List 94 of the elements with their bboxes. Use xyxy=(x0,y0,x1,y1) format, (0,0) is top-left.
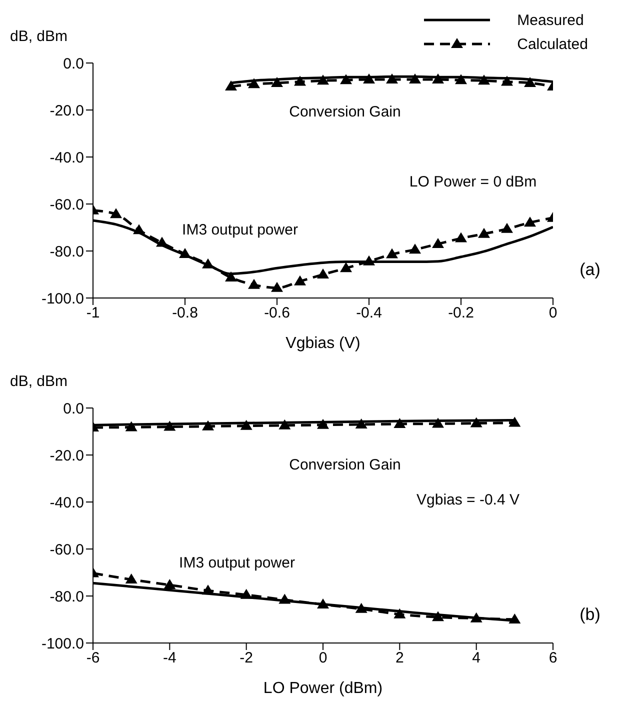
y-tick-label: -80.0 xyxy=(50,243,84,260)
x-axis-title: LO Power (dBm) xyxy=(263,680,383,697)
y-axis-title: dB, dBm xyxy=(10,28,68,45)
point xyxy=(478,74,490,85)
point xyxy=(340,74,352,84)
point xyxy=(363,255,375,266)
x-tick-label: -0.6 xyxy=(264,304,290,322)
point xyxy=(225,272,237,282)
annotation: Conversion Gain xyxy=(289,456,401,474)
point xyxy=(125,421,138,432)
point xyxy=(294,76,306,86)
point xyxy=(394,608,406,618)
y-tick-label: -20.0 xyxy=(50,447,84,464)
point xyxy=(455,74,467,84)
point xyxy=(432,418,444,428)
point xyxy=(248,78,260,88)
point xyxy=(110,208,122,218)
x-tick-label: -0.8 xyxy=(172,304,198,322)
point xyxy=(202,420,214,430)
point xyxy=(133,224,145,234)
x-tick-label: 0 xyxy=(548,304,558,322)
point xyxy=(294,275,306,286)
y-tick-label: -40.0 xyxy=(50,494,84,512)
text: (b) xyxy=(580,605,600,625)
y-tick-label: -100.0 xyxy=(41,635,84,652)
point xyxy=(240,420,252,430)
y-tick-label: 0.0 xyxy=(63,400,84,418)
y-tick-label: -100.0 xyxy=(41,290,84,308)
point xyxy=(278,419,291,430)
point xyxy=(355,602,368,613)
y-tick-label: -20.0 xyxy=(50,102,84,120)
annotation: Conversion Gain xyxy=(289,104,401,120)
point xyxy=(271,76,283,87)
point xyxy=(179,248,191,258)
x-tick-label: -0.4 xyxy=(356,304,382,322)
point xyxy=(432,238,444,248)
point xyxy=(355,418,368,428)
point xyxy=(202,258,214,268)
point xyxy=(317,74,329,85)
point xyxy=(409,244,421,254)
x-tick-label: 4 xyxy=(472,650,481,667)
point xyxy=(501,222,513,233)
legend-label: Measured xyxy=(517,12,584,28)
point xyxy=(409,73,421,84)
point xyxy=(524,76,536,87)
y-tick-label: -60.0 xyxy=(50,196,84,214)
point xyxy=(317,418,329,429)
point xyxy=(394,418,406,428)
point xyxy=(386,73,398,84)
point xyxy=(271,282,283,292)
y-tick-label: -80.0 xyxy=(50,588,84,606)
point xyxy=(455,232,467,242)
point xyxy=(470,612,482,622)
x-axis-title: Vgbias (V) xyxy=(286,335,360,352)
y-tick-label: -40.0 xyxy=(50,149,84,166)
x-tick-label: -4 xyxy=(162,650,176,667)
point xyxy=(240,588,252,599)
point xyxy=(317,268,329,278)
point xyxy=(386,248,398,258)
y-axis-title: dB, dBm xyxy=(10,373,68,390)
text: (a) xyxy=(580,260,600,280)
point xyxy=(508,614,521,624)
y-tick-label: -60.0 xyxy=(50,541,84,558)
x-tick-label: 0 xyxy=(318,650,328,667)
x-tick-label: 2 xyxy=(395,650,404,667)
annotation: IM3 output power xyxy=(182,222,298,238)
annotation: LO Power = 0 dBm xyxy=(409,174,537,190)
point xyxy=(164,420,176,431)
x-tick-label: -1 xyxy=(86,304,100,322)
x-tick-label: -6 xyxy=(86,650,100,667)
point xyxy=(470,417,482,428)
point xyxy=(317,598,329,608)
point xyxy=(225,80,237,90)
point xyxy=(524,216,536,227)
point xyxy=(478,228,490,238)
point xyxy=(164,578,176,589)
point xyxy=(340,262,352,272)
annotation: IM3 output power xyxy=(179,554,295,572)
point xyxy=(363,73,375,84)
point xyxy=(202,584,214,595)
point xyxy=(508,416,521,427)
point xyxy=(432,611,444,622)
y-tick-label: 0.0 xyxy=(63,55,84,72)
point xyxy=(278,594,291,604)
point xyxy=(248,278,260,289)
annotation: Vgbias = -0.4 V xyxy=(416,492,520,508)
x-tick-label: -2 xyxy=(240,650,254,667)
x-tick-label: -0.2 xyxy=(448,304,474,322)
point xyxy=(125,574,138,584)
point xyxy=(156,236,168,247)
point xyxy=(501,76,513,86)
point xyxy=(432,73,444,84)
x-tick-label: 6 xyxy=(548,650,558,667)
legend-label: Calculated xyxy=(517,36,588,52)
